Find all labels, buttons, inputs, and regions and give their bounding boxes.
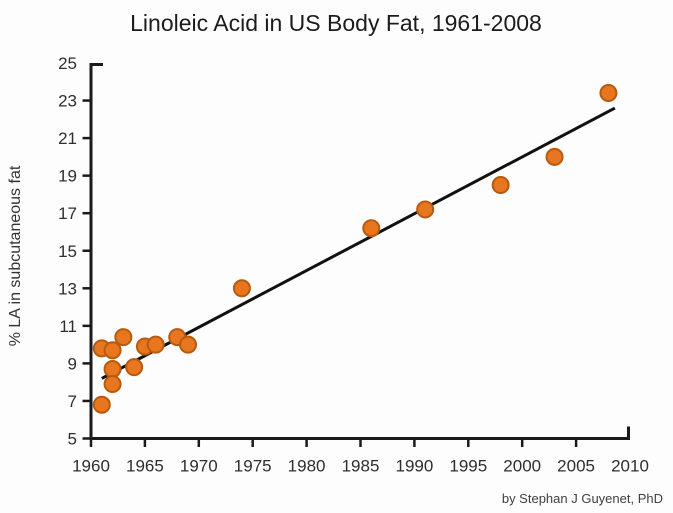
x-tick-label: 1980 [288, 457, 326, 476]
scatter-points [92, 84, 618, 414]
x-tick-label: 2005 [557, 457, 595, 476]
data-point [232, 279, 251, 298]
data-point [491, 176, 510, 195]
data-point [114, 328, 133, 347]
data-point [416, 200, 435, 219]
y-tick-label: 13 [58, 279, 77, 298]
trend-line [101, 106, 616, 380]
y-tick-label: 9 [68, 354, 77, 373]
data-point [146, 335, 165, 354]
credit-text: by Stephan J Guyenet, PhD [502, 491, 663, 506]
data-point [362, 219, 381, 238]
x-tick-label: 1985 [342, 457, 380, 476]
data-point [125, 358, 144, 377]
x-tick-label: 2000 [503, 457, 541, 476]
axes [89, 63, 630, 440]
chart-title: Linoleic Acid in US Body Fat, 1961-2008 [130, 10, 542, 36]
data-point [599, 84, 618, 103]
x-tick-label: 1990 [395, 457, 433, 476]
y-axis-title: % LA in subcutaneous fat [7, 165, 24, 346]
x-axis-ticks: 1960 1965 1970 1975 1980 1985 1990 1995 2000 2005… [72, 438, 649, 476]
data-point [179, 335, 198, 354]
data-point [103, 341, 122, 360]
x-tick-label: 1970 [180, 457, 218, 476]
y-tick-label: 21 [58, 129, 77, 148]
y-tick-label: 19 [58, 167, 77, 186]
x-tick-label: 1975 [234, 457, 272, 476]
x-tick-label: 2010 [611, 457, 649, 476]
y-tick-label: 11 [59, 317, 77, 336]
x-tick-label: 1965 [126, 457, 164, 476]
trend-line-segment [101, 106, 616, 380]
y-tick-label: 25 [58, 54, 77, 73]
data-point [545, 147, 564, 166]
x-tick-label: 1960 [72, 457, 110, 476]
y-tick-label: 23 [58, 92, 77, 111]
data-point [103, 360, 122, 379]
data-point [92, 395, 111, 414]
y-tick-label: 7 [68, 392, 77, 411]
data-point [103, 375, 122, 394]
y-tick-label: 5 [68, 430, 77, 449]
y-tick-label: 15 [58, 242, 77, 261]
y-tick-label: 17 [58, 204, 77, 223]
y-axis-ticks: 5 7 9 11 13 15 17 19 21 23 25 [58, 54, 91, 449]
x-tick-label: 1995 [449, 457, 487, 476]
